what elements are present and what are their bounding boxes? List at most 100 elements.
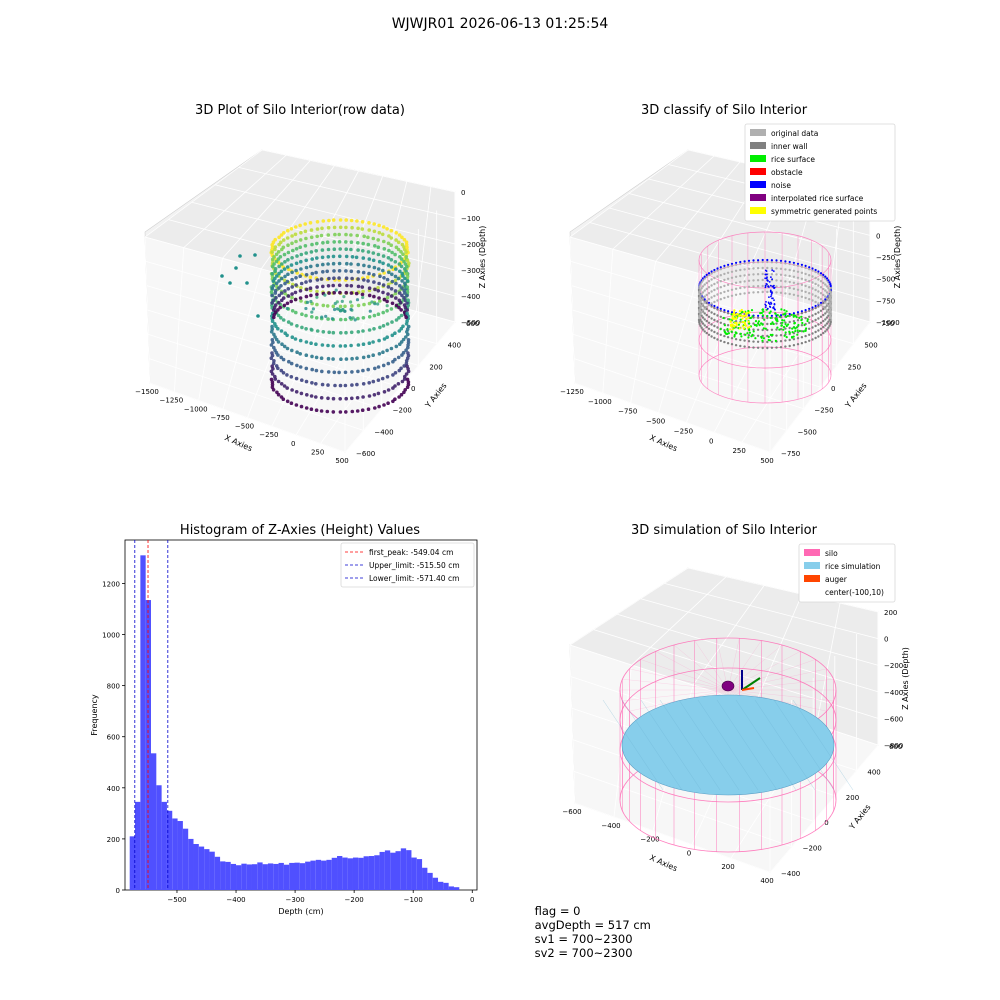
chart3-bar	[390, 852, 396, 890]
chart1-data-point	[351, 316, 355, 320]
chart1-data-point	[349, 247, 353, 252]
chart1-data-point	[376, 245, 381, 249]
chart1-data-point	[371, 258, 376, 263]
chart2-wall-point	[713, 282, 716, 286]
chart2-wall-point	[829, 290, 832, 294]
chart3-y-axis-label: Frequency	[90, 694, 99, 736]
chart1-data-point	[400, 286, 404, 290]
chart1-data-point	[339, 357, 343, 362]
chart1-data-point	[362, 234, 367, 239]
chart1-data-point	[396, 276, 401, 281]
chart1-data-point	[404, 372, 409, 376]
chart2-noise-point	[765, 270, 768, 272]
chart1-data-point	[234, 266, 238, 270]
chart1-data-point	[320, 315, 324, 319]
chart1-data-point	[355, 298, 360, 302]
chart2-rice-point	[767, 338, 770, 342]
chart2-wall-point	[703, 289, 706, 292]
chart4-rice-mesh	[602, 699, 854, 791]
chart1-data-point	[279, 329, 284, 333]
chart2-wall-point	[719, 268, 722, 271]
chart1-data-point	[309, 407, 314, 412]
chart1-data-point	[304, 280, 308, 284]
chart1-data-point	[320, 369, 324, 374]
chart1-data-point	[290, 234, 294, 238]
chart1-data-point	[389, 236, 394, 240]
chart2-wall-point	[822, 325, 825, 329]
chart2-wall-point	[701, 297, 705, 300]
chart2-symmetric-point	[742, 315, 746, 318]
chart2-noise-point	[788, 312, 791, 316]
chart2-wall-point	[775, 328, 778, 331]
chart1-data-point	[309, 250, 314, 254]
chart4-auger-x-arrow	[741, 687, 755, 691]
chart2-wall-point	[788, 262, 791, 266]
chart2-wall-point	[705, 313, 708, 317]
chart1-data-point	[350, 370, 354, 374]
chart1-data-point	[279, 395, 284, 399]
chart2-wall-point	[800, 265, 804, 268]
chart2-wall-point	[811, 338, 814, 341]
chart1-data-point	[319, 396, 324, 400]
chart3-title: Histogram of Z-Axies (Height) Values	[179, 523, 421, 538]
chart2-wall-point	[719, 286, 722, 289]
chart2-rice-point	[805, 327, 808, 330]
chart2-wall-point	[699, 313, 702, 316]
chart1-data-point	[278, 254, 283, 259]
chart2-wall-point	[700, 305, 703, 308]
chart1-data-point	[355, 219, 359, 223]
chart2-wall-point	[811, 326, 814, 329]
chart1-data-point	[279, 382, 284, 386]
chart1-data-point	[275, 274, 279, 278]
chart2-wall-point	[766, 316, 769, 320]
chart2-wall-point	[739, 286, 742, 290]
chart2-wall-point	[756, 328, 760, 331]
chart1-data-point	[360, 220, 365, 224]
chart1-data-point	[337, 283, 342, 288]
chart2-noise-point	[739, 260, 742, 264]
chart2-wall-point	[788, 286, 791, 290]
chart1-x-tick-label: −1250	[160, 397, 184, 405]
chart1-data-point	[270, 250, 275, 254]
chart1-data-point	[281, 296, 286, 300]
chart2-wall-point	[811, 308, 814, 311]
chart1-data-point	[355, 409, 360, 413]
chart1-data-point	[356, 284, 361, 289]
chart1-data-point	[331, 330, 336, 335]
chart2-wall-point	[723, 340, 726, 344]
chart2-wall-point	[701, 328, 705, 331]
chart2-wall-point	[726, 336, 730, 339]
chart1-data-point	[389, 228, 394, 233]
chart1-data-point	[386, 361, 391, 366]
chart2-symmetric-point	[738, 310, 742, 313]
chart2-rice-point	[804, 329, 807, 332]
chart2-wall-point	[829, 310, 832, 314]
chart2-wall-point	[752, 322, 755, 325]
chart1-data-point	[367, 381, 372, 385]
chart1-data-point	[276, 326, 280, 331]
chart4-auger-y-arrow	[741, 677, 761, 691]
chart1-data-point	[285, 236, 290, 240]
chart2-wall-point	[707, 333, 711, 336]
chart1-data-point	[387, 270, 391, 275]
chart1-data-point	[276, 313, 281, 318]
chart1-grid-y	[146, 285, 419, 366]
chart1-data-point	[277, 293, 282, 298]
chart1-data-point	[373, 366, 377, 371]
chart2-legend-label: obstacle	[771, 168, 803, 177]
chart1-data-point	[331, 304, 336, 309]
chart4-z-tick-label: 0	[884, 636, 888, 644]
chart2-wall-point	[756, 291, 760, 294]
chart1-data-point	[320, 248, 325, 252]
chart1-data-point	[285, 386, 290, 390]
chart2-points	[697, 258, 833, 350]
chart2-wall-point	[814, 276, 817, 280]
chart3-bar	[262, 864, 268, 890]
chart2-wall-point	[747, 267, 751, 270]
chart1-data-point	[389, 258, 394, 262]
chart1-data-point	[332, 240, 337, 244]
chart2-wall-point	[819, 321, 823, 324]
chart2-noise-point	[730, 262, 734, 265]
chart1-data-point	[331, 254, 336, 259]
chart1-data-point	[377, 296, 381, 300]
